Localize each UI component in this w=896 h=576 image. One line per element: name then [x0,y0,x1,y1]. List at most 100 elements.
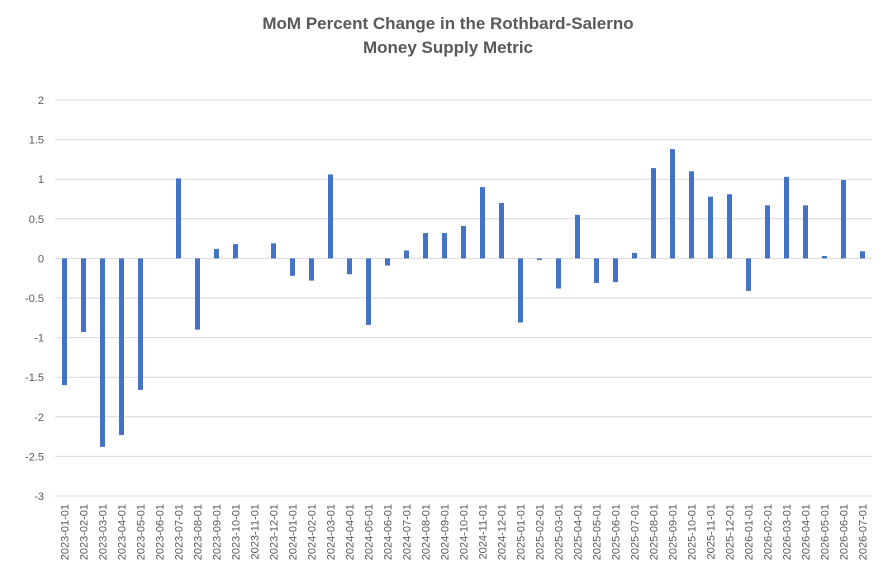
x-tick-label: 2024-03-01 [326,504,338,560]
bar [442,233,447,259]
y-tick-label: -2.5 [25,451,44,463]
bar [708,196,713,259]
x-tick-label: 2026-03-01 [782,504,794,560]
x-tick-label: 2025-04-01 [573,504,585,560]
bar [214,248,219,259]
bar [689,171,694,259]
x-tick-label: 2024-12-01 [497,504,509,560]
y-tick-label: -3 [34,491,44,503]
x-tick-label: 2023-11-01 [250,504,262,559]
bar [613,258,618,283]
x-tick-label: 2023-10-01 [231,504,243,560]
bar [233,244,238,259]
bar [290,258,295,276]
bar [119,258,124,436]
y-tick-label: 0 [38,253,44,265]
bar [518,258,523,323]
x-tick-label: 2023-03-01 [98,504,110,560]
x-tick-label: 2023-04-01 [117,504,129,560]
x-tick-label: 2023-12-01 [269,504,281,560]
x-tick-label: 2023-05-01 [136,504,148,560]
bar [100,258,105,447]
x-tick-label: 2026-04-01 [801,504,813,560]
bar [62,258,67,386]
bar [176,178,181,259]
x-tick-label: 2025-08-01 [649,504,661,560]
x-tick-label: 2024-08-01 [421,504,433,560]
x-tick-label: 2025-11-01 [706,504,718,559]
bar [594,258,599,283]
bar [632,252,637,259]
bar [138,258,143,390]
x-tick-label: 2023-07-01 [174,504,186,560]
x-tick-label: 2023-06-01 [155,504,167,560]
x-tick-label: 2024-07-01 [402,504,414,560]
bar [366,258,371,325]
y-tick-label: -1 [34,333,44,345]
bar [746,258,751,291]
y-tick-label: 0.5 [29,214,44,226]
bar [575,214,580,259]
x-tick-label: 2023-01-01 [60,504,72,560]
x-tick-label: 2026-06-01 [839,504,851,560]
bar [841,179,846,259]
x-tick-label: 2025-12-01 [725,504,737,560]
y-axis-tick-labels: 2 1.5 1 0.5 0 -0.5 -1 -1.5 -2 -2.5 -3 [25,95,44,503]
bar [271,243,276,259]
x-tick-label: 2026-07-01 [858,504,870,560]
y-tick-label: -0.5 [25,293,44,305]
bar [765,205,770,259]
y-tick-label: 1 [38,174,44,186]
bar [499,202,504,259]
x-tick-label: 2024-04-01 [345,504,357,560]
y-tick-label: -1.5 [25,372,44,384]
x-tick-label: 2024-05-01 [364,504,376,560]
chart-title: MoM Percent Change in the Rothbard-Saler… [0,12,896,60]
bar [404,250,409,259]
y-tick-label: -2 [34,412,44,424]
x-tick-label: 2026-01-01 [744,504,756,560]
bar [328,174,333,259]
x-tick-label: 2025-06-01 [611,504,623,560]
bar [347,258,352,275]
bar [784,176,789,259]
bar [81,258,86,333]
bar [556,258,561,289]
bar [423,233,428,259]
bar [461,225,466,259]
x-tick-label: 2024-10-01 [459,504,471,560]
x-tick-label: 2023-08-01 [193,504,205,560]
bar [860,251,865,259]
y-tick-label: 2 [38,95,44,107]
x-tick-label: 2025-03-01 [554,504,566,560]
x-tick-label: 2023-02-01 [79,504,91,560]
x-axis-tick-labels: 2023-01-01 2023-02-01 2023-03-01 2023-04-01… [60,504,870,560]
bar [651,168,656,259]
bar [670,149,675,259]
x-tick-label: 2024-09-01 [440,504,452,560]
gridlines [55,99,872,497]
x-tick-label: 2026-02-01 [763,504,775,560]
chart-title-line-1: MoM Percent Change in the Rothbard-Saler… [262,14,634,33]
x-tick-label: 2025-02-01 [535,504,547,560]
bar [537,258,542,260]
x-tick-label: 2025-01-01 [516,504,528,560]
x-tick-label: 2024-02-01 [307,504,319,560]
bar [727,194,732,259]
x-tick-label: 2024-06-01 [383,504,395,560]
bar [822,256,827,259]
x-tick-label: 2025-10-01 [687,504,699,560]
x-tick-label: 2026-05-01 [820,504,832,560]
x-tick-label: 2024-11-01 [478,504,490,559]
x-tick-label: 2025-05-01 [592,504,604,560]
bar [309,258,314,281]
bar [385,258,390,266]
bar [195,258,200,330]
x-tick-label: 2024-01-01 [288,504,300,560]
bar [480,187,485,259]
chart-title-line-2: Money Supply Metric [362,38,534,57]
y-tick-label: 1.5 [29,135,44,147]
x-tick-label: 2023-09-01 [212,504,224,560]
